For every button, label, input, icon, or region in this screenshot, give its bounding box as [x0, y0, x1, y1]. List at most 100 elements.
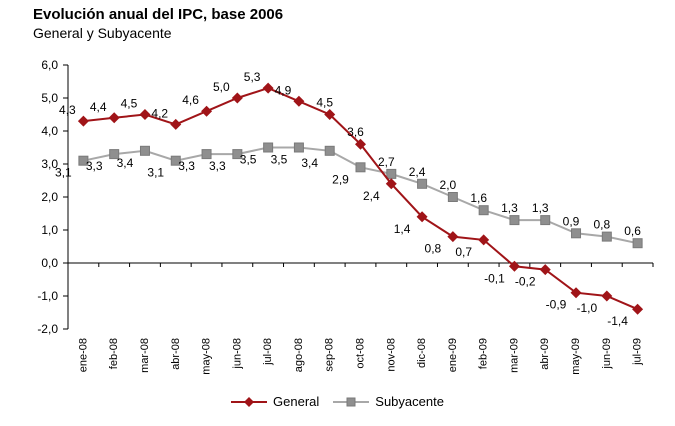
y-axis-label: -1,0	[37, 289, 58, 303]
data-label: 3,1	[147, 166, 164, 180]
general-point	[601, 290, 613, 302]
x-axis-label: feb-09	[478, 338, 490, 369]
data-label: 3,6	[347, 125, 364, 139]
y-axis-label: 5,0	[41, 91, 58, 105]
data-label: 0,9	[563, 214, 580, 228]
x-axis-label: may-08	[201, 338, 213, 375]
subyacente-point	[293, 142, 304, 153]
x-axis-label: feb-08	[108, 338, 120, 369]
x-axis-label: ago-08	[293, 338, 305, 372]
general-point	[385, 178, 397, 190]
subyacente-point	[447, 192, 458, 202]
legend-label: General	[273, 394, 320, 409]
subyacente-point	[263, 142, 274, 153]
data-label: 3,3	[178, 159, 195, 173]
subyacente-point	[571, 228, 582, 239]
x-axis-label: ene-09	[447, 338, 459, 372]
x-axis-label: jul-09	[632, 338, 644, 366]
general-point	[262, 82, 274, 94]
subyacente-point	[78, 155, 89, 166]
subyacente-point	[540, 215, 551, 226]
y-axis-label: 4,0	[41, 124, 58, 138]
x-axis-label: sep-08	[324, 338, 336, 372]
general-point	[355, 138, 366, 150]
data-label: 2,4	[409, 165, 426, 179]
subyacente-point	[139, 145, 150, 156]
general-point	[508, 260, 520, 272]
data-label: 2,0	[440, 178, 457, 192]
data-label: 0,7	[455, 245, 472, 259]
chart-header: Evolución anual del IPC, base 2006 Gener…	[33, 6, 283, 41]
data-label: -1,4	[607, 314, 628, 328]
x-axis-label: jul-08	[262, 338, 274, 366]
data-label: 3,1	[55, 166, 72, 180]
data-label: 4,3	[59, 103, 76, 117]
x-axis-label: oct-08	[355, 338, 367, 369]
general-point	[324, 109, 336, 120]
subyacente-point	[355, 162, 366, 173]
subyacente-point	[632, 238, 643, 249]
general-point	[416, 211, 428, 223]
legend-diamond-icon	[231, 396, 268, 407]
data-label: 4,5	[121, 97, 138, 111]
data-label: 4,6	[182, 93, 199, 107]
general-line	[83, 87, 638, 311]
general-point	[170, 118, 182, 130]
general-point	[478, 234, 490, 246]
legend-item-subyacente: Subyacente	[333, 394, 444, 409]
data-label: 1,6	[470, 191, 487, 205]
y-axis-label: 6,0	[41, 58, 58, 72]
legend-label: Subyacente	[375, 394, 444, 409]
data-label: 1,4	[394, 222, 411, 236]
data-label: 3,5	[271, 153, 288, 167]
y-axis-label: 2,0	[41, 190, 58, 204]
data-label: 4,2	[151, 106, 168, 120]
data-label: -0,9	[546, 298, 567, 312]
data-label: 0,6	[624, 224, 641, 238]
x-axis-label: jun-09	[601, 338, 613, 370]
subyacente-point	[201, 149, 212, 160]
legend-item-general: General	[231, 394, 319, 409]
data-label: 4,4	[90, 100, 107, 114]
data-label: 1,3	[532, 201, 549, 215]
general-point	[77, 115, 89, 127]
x-axis-label: may-09	[570, 338, 582, 375]
y-axis-label: 0,0	[41, 256, 58, 270]
data-label: 0,8	[593, 218, 610, 232]
y-axis-label: -2,0	[37, 322, 58, 336]
data-label: -1,0	[576, 301, 597, 315]
data-label: 2,7	[378, 155, 395, 169]
subyacente-point	[170, 155, 181, 166]
general-point	[539, 264, 551, 276]
legend-square-icon	[333, 397, 370, 406]
subyacente-point	[386, 168, 397, 179]
subyacente-point	[509, 215, 520, 226]
chart-subtitle: General y Subyacente	[33, 25, 172, 41]
general-point	[447, 231, 459, 243]
subyacente-line	[83, 146, 638, 245]
general-point	[231, 92, 243, 104]
data-label: 2,9	[332, 172, 349, 186]
subyacente-point	[324, 145, 335, 156]
general-point	[570, 287, 582, 299]
x-axis-label: mar-09	[508, 338, 520, 373]
data-label: 4,5	[316, 96, 333, 110]
general-point	[632, 303, 644, 315]
data-label: 3,3	[209, 159, 226, 173]
data-label: 3,4	[117, 156, 134, 170]
data-label: 0,8	[425, 242, 442, 256]
subyacente-point	[417, 178, 428, 189]
data-label: -0,1	[484, 271, 505, 285]
data-label: 5,3	[244, 70, 261, 84]
general-point	[108, 112, 120, 124]
general-point	[293, 95, 305, 107]
y-axis-label: 3,0	[41, 157, 58, 171]
data-label: 3,4	[301, 156, 318, 170]
general-point	[201, 105, 213, 117]
data-label: 5,0	[213, 80, 230, 94]
subyacente-point	[478, 205, 489, 216]
data-label: 3,5	[240, 153, 257, 167]
x-axis-label: dic-08	[416, 338, 428, 368]
x-axis-label: jun-08	[231, 338, 243, 370]
